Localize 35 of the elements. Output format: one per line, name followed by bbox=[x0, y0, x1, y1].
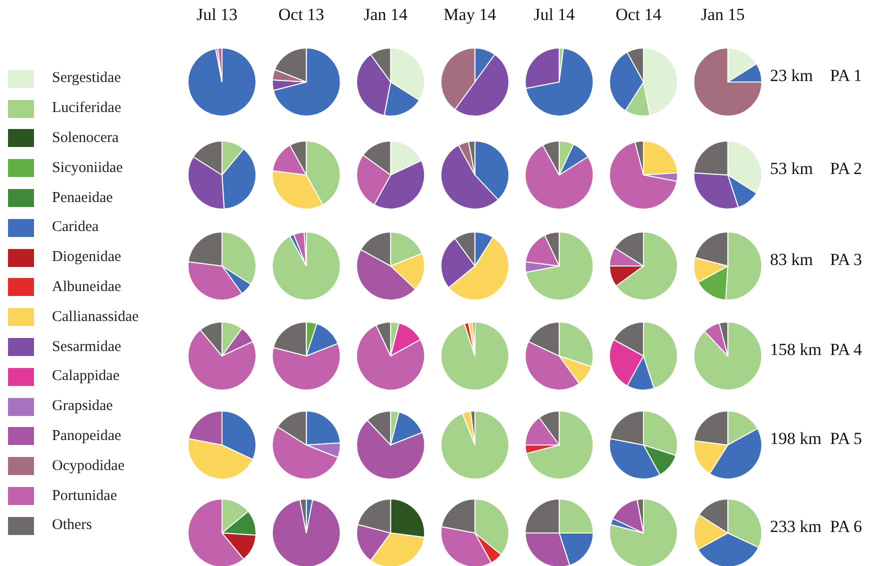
legend-label: Ocypodidae bbox=[52, 458, 124, 475]
slice-label: Jul 13 bbox=[195, 5, 239, 25]
legend-label: Solenocera bbox=[52, 130, 119, 147]
text: 198 km bbox=[770, 429, 822, 449]
legend-label: Grapsidae bbox=[52, 398, 113, 416]
legend-label: Portunidae bbox=[52, 488, 117, 505]
legend-label: Sesarmidae bbox=[52, 338, 122, 356]
legend-label: Sergestidae bbox=[52, 70, 121, 88]
legend-label: Diogenidae bbox=[52, 249, 122, 266]
slice-label: Oct 13 bbox=[277, 5, 326, 25]
text: 233 km bbox=[770, 517, 822, 537]
text: 53 km bbox=[770, 159, 813, 179]
legend-label: Calappidae bbox=[52, 368, 120, 386]
slice-label: Jul 14 bbox=[532, 5, 576, 25]
legend-label: Others bbox=[52, 517, 92, 534]
text: PA 6 bbox=[830, 517, 862, 537]
text: PA 5 bbox=[830, 429, 862, 449]
slice-label: Oct 14 bbox=[614, 5, 662, 25]
text: 83 km bbox=[770, 250, 813, 270]
legend-label: Albuneidae bbox=[52, 278, 122, 296]
legend-label: Caridea bbox=[52, 219, 99, 236]
text: PA 3 bbox=[830, 250, 862, 270]
legend-label: Callianassidae bbox=[52, 308, 139, 326]
text: PA 2 bbox=[830, 159, 862, 179]
text: PA 1 bbox=[830, 66, 862, 86]
legend-label: Sicyoniidae bbox=[52, 160, 123, 177]
slice-label: Jan 14 bbox=[362, 5, 409, 25]
text: 158 km bbox=[770, 340, 822, 360]
text: 23 km bbox=[770, 66, 813, 86]
legend-label: Penaeidae bbox=[52, 190, 113, 207]
slice-label: May 14 bbox=[442, 5, 498, 25]
legend-label: Luciferidae bbox=[52, 100, 122, 118]
text: PA 4 bbox=[830, 340, 862, 360]
slice-label: Jan 15 bbox=[700, 5, 746, 25]
legend-label: Panopeidae bbox=[52, 428, 122, 445]
